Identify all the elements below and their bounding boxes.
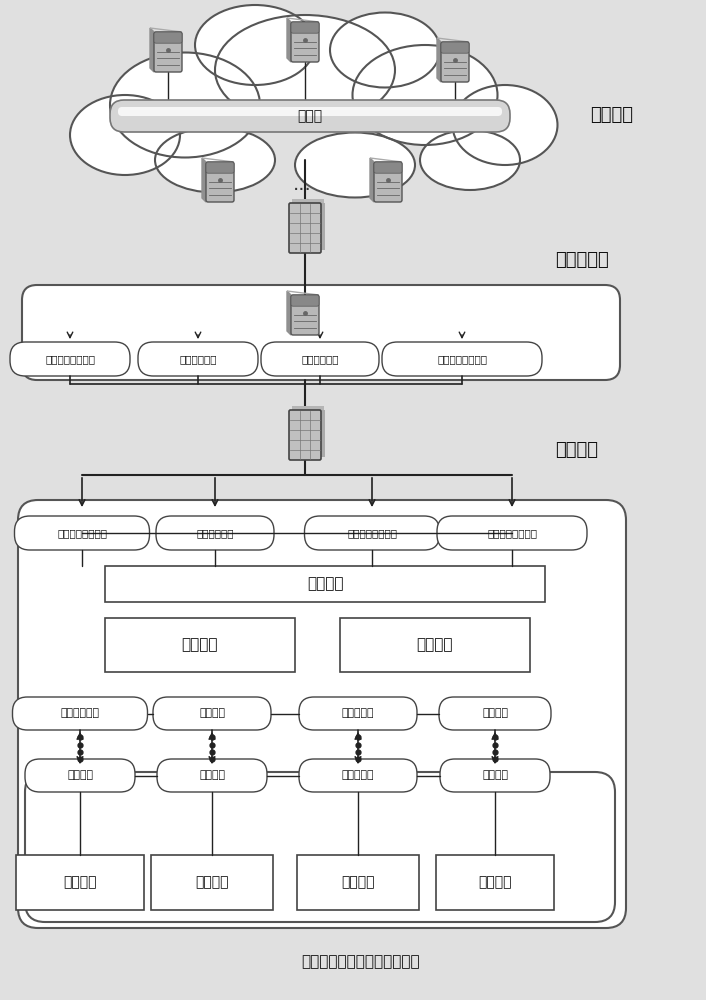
FancyBboxPatch shape [304,516,440,550]
FancyBboxPatch shape [374,162,402,202]
Text: 数据上传: 数据上传 [199,770,225,780]
FancyBboxPatch shape [441,42,469,82]
Polygon shape [437,38,441,82]
Ellipse shape [110,53,260,158]
Text: ...: ... [292,176,311,194]
FancyBboxPatch shape [206,162,234,202]
Bar [292,406,324,410]
FancyBboxPatch shape [261,342,379,376]
Ellipse shape [195,5,315,85]
Bar [16,855,144,910]
Polygon shape [287,18,291,62]
Text: 业务管理: 业务管理 [478,876,512,890]
Text: 广域网: 广域网 [297,109,323,123]
Text: 资源状态查询接口: 资源状态查询接口 [437,354,487,364]
Text: 数据分发: 数据分发 [196,876,229,890]
FancyBboxPatch shape [291,22,319,33]
Text: 状态查询: 状态查询 [482,770,508,780]
FancyBboxPatch shape [441,42,469,53]
FancyBboxPatch shape [18,500,626,928]
FancyBboxPatch shape [291,295,319,306]
Text: 模拟资源状态信息: 模拟资源状态信息 [487,528,537,538]
FancyBboxPatch shape [10,342,130,376]
Polygon shape [287,291,291,335]
FancyBboxPatch shape [439,697,551,730]
Polygon shape [202,158,206,202]
Ellipse shape [453,85,558,165]
FancyBboxPatch shape [13,697,148,730]
Polygon shape [287,18,319,22]
Bar [321,203,325,250]
Text: 任务调度: 任务调度 [67,770,93,780]
FancyBboxPatch shape [153,697,271,730]
FancyBboxPatch shape [291,295,319,335]
FancyBboxPatch shape [289,203,321,253]
Ellipse shape [420,130,520,190]
FancyBboxPatch shape [157,759,267,792]
FancyBboxPatch shape [374,162,402,173]
Bar [292,199,324,203]
Text: 数据传输接口: 数据传输接口 [179,354,217,364]
Polygon shape [150,28,154,72]
FancyBboxPatch shape [299,697,417,730]
Ellipse shape [155,127,275,192]
Ellipse shape [295,132,415,198]
Bar [105,618,295,672]
Text: 数据生产任务接口: 数据生产任务接口 [45,354,95,364]
Text: 数据查询接口: 数据查询接口 [301,354,339,364]
FancyBboxPatch shape [110,100,510,132]
Polygon shape [287,291,319,295]
FancyBboxPatch shape [22,285,620,380]
Ellipse shape [215,15,395,125]
Text: 模拟数据传输: 模拟数据传输 [196,528,234,538]
FancyBboxPatch shape [206,162,234,173]
Text: 模拟数据生产任务: 模拟数据生产任务 [57,528,107,538]
Bar [151,855,273,910]
Ellipse shape [352,45,498,145]
Bar [321,410,325,457]
Text: 元数据同步: 元数据同步 [342,708,374,718]
Text: 网格平台: 网格平台 [590,106,633,124]
Polygon shape [370,158,374,202]
Text: 交互管理: 交互管理 [306,576,343,591]
FancyBboxPatch shape [154,32,182,43]
Bar [105,566,545,602]
FancyBboxPatch shape [382,342,542,376]
Text: 数据访问: 数据访问 [181,638,218,652]
FancyBboxPatch shape [156,516,274,550]
Text: 数据传输: 数据传输 [199,708,225,718]
FancyBboxPatch shape [291,22,319,62]
Text: 地面数据处理系统内部服务器: 地面数据处理系统内部服务器 [301,954,420,970]
FancyBboxPatch shape [25,772,615,922]
Text: 数据生产任务: 数据生产任务 [61,708,100,718]
FancyBboxPatch shape [440,759,550,792]
Text: 元数据同步: 元数据同步 [342,770,374,780]
Ellipse shape [330,12,440,88]
Text: 业务模拟: 业务模拟 [417,638,453,652]
Text: 状态查询: 状态查询 [482,708,508,718]
Polygon shape [150,28,182,32]
Text: 数据存储: 数据存储 [341,876,375,890]
FancyBboxPatch shape [299,759,417,792]
Bar [297,855,419,910]
FancyBboxPatch shape [154,32,182,72]
FancyBboxPatch shape [25,759,135,792]
FancyBboxPatch shape [15,516,150,550]
FancyBboxPatch shape [289,410,321,460]
FancyBboxPatch shape [138,342,258,376]
Text: 虚拟环境: 虚拟环境 [555,441,598,459]
Text: 网格节点机: 网格节点机 [555,251,609,269]
Ellipse shape [70,95,180,175]
Text: 模拟数据查询接口: 模拟数据查询接口 [347,528,397,538]
Bar [436,855,554,910]
FancyBboxPatch shape [118,107,502,116]
Polygon shape [437,38,469,42]
Polygon shape [202,158,234,162]
Bar [340,618,530,672]
Polygon shape [370,158,402,162]
FancyBboxPatch shape [437,516,587,550]
Text: 数据生产: 数据生产 [64,876,97,890]
